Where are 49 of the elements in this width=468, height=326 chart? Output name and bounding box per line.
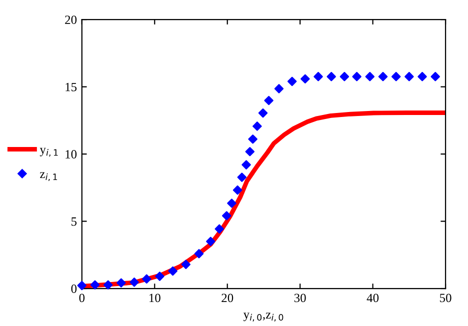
point bbox=[300, 74, 310, 84]
y-tick-label: 15 bbox=[66, 82, 77, 92]
x-tick-label: 30 bbox=[294, 294, 306, 302]
point bbox=[430, 72, 440, 82]
point bbox=[287, 76, 297, 86]
legend-label: z$_{i,1}$ bbox=[40, 172, 58, 182]
point bbox=[181, 260, 191, 270]
point bbox=[252, 122, 262, 131]
point bbox=[194, 249, 204, 258]
point bbox=[274, 84, 284, 94]
x-tick-label: 50 bbox=[440, 294, 452, 302]
point bbox=[130, 278, 139, 287]
point bbox=[365, 72, 375, 82]
point bbox=[116, 278, 126, 288]
point bbox=[340, 72, 350, 82]
x-axis-title: y$_{i,0}$,z$_{i,0}$ bbox=[243, 312, 284, 322]
x-tick-label: 40 bbox=[366, 294, 379, 302]
legend-label: y$_{i,1}$ bbox=[40, 148, 58, 157]
y-tick-label: 10 bbox=[66, 150, 77, 158]
point bbox=[418, 72, 427, 82]
point bbox=[378, 72, 388, 82]
point bbox=[242, 160, 251, 170]
x-tick-label: 0 bbox=[79, 294, 85, 302]
point bbox=[404, 72, 414, 82]
y-tick-label: 20 bbox=[65, 16, 77, 24]
point bbox=[222, 211, 232, 220]
point bbox=[206, 236, 216, 246]
point bbox=[168, 266, 178, 276]
x-tick-label: 20 bbox=[222, 294, 234, 302]
x-tick-label: 10 bbox=[149, 294, 160, 302]
point bbox=[264, 96, 274, 106]
point bbox=[258, 108, 268, 118]
point bbox=[103, 280, 113, 290]
point bbox=[391, 72, 401, 82]
point bbox=[237, 172, 247, 182]
point bbox=[232, 185, 242, 195]
point bbox=[352, 72, 362, 82]
point bbox=[326, 72, 336, 82]
point bbox=[248, 134, 258, 144]
point bbox=[227, 198, 236, 208]
y-tick-label: 0 bbox=[71, 284, 77, 293]
point bbox=[142, 274, 152, 284]
point bbox=[245, 146, 255, 156]
point bbox=[214, 224, 224, 234]
y-tick-label: 5 bbox=[72, 217, 77, 226]
point bbox=[90, 280, 100, 290]
point bbox=[77, 280, 87, 290]
point bbox=[314, 72, 323, 82]
point bbox=[155, 272, 164, 281]
